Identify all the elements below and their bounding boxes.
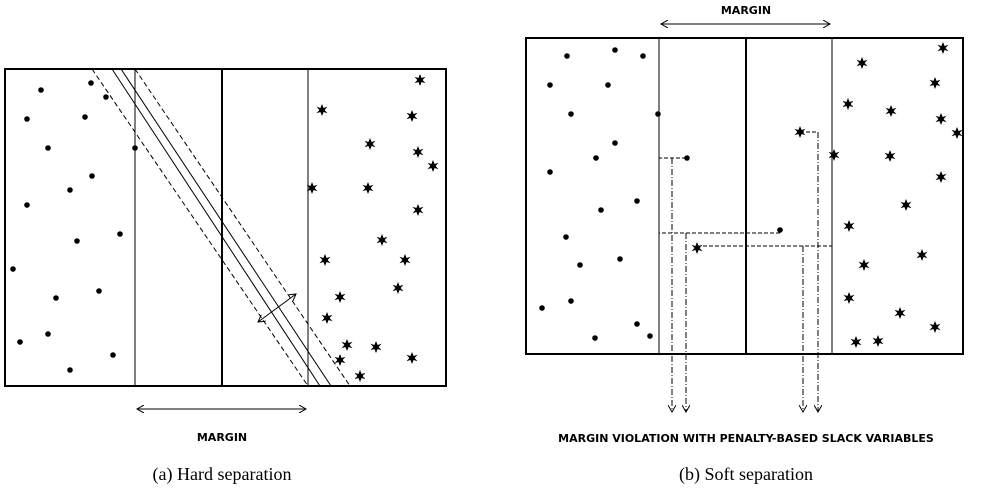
- star: [916, 249, 928, 261]
- star: [842, 98, 854, 110]
- star: [354, 370, 366, 382]
- star: [376, 234, 388, 246]
- margin-label: MARGIN: [197, 431, 247, 444]
- star: [406, 110, 418, 122]
- star: [406, 352, 418, 364]
- star: [856, 57, 868, 69]
- star: [843, 292, 855, 304]
- star: [412, 204, 424, 216]
- dot: [563, 234, 569, 240]
- dashed-line: [134, 68, 351, 387]
- dot: [539, 305, 545, 311]
- dot: [38, 87, 44, 93]
- dot: [132, 145, 138, 151]
- star: [935, 171, 947, 183]
- dot: [617, 256, 623, 262]
- dot: [24, 116, 30, 122]
- dot: [577, 262, 583, 268]
- star: [885, 105, 897, 117]
- star: [929, 321, 941, 333]
- star: [850, 336, 862, 348]
- star: [414, 74, 426, 86]
- dot: [45, 331, 51, 337]
- star: [427, 160, 439, 172]
- dot: [547, 169, 553, 175]
- dot: [82, 114, 88, 120]
- dot: [10, 266, 16, 272]
- panel-b: [525, 24, 964, 412]
- star: [884, 150, 896, 162]
- dot: [612, 47, 618, 53]
- star: [341, 339, 353, 351]
- star: [872, 335, 884, 347]
- dot: [568, 111, 574, 117]
- star: [334, 291, 346, 303]
- caption: (a) Hard separation: [153, 464, 292, 485]
- star: [843, 220, 855, 232]
- solid-line: [111, 68, 321, 387]
- star: [900, 199, 912, 211]
- dot: [684, 155, 690, 161]
- dot: [655, 111, 661, 117]
- dot: [96, 288, 102, 294]
- dot: [17, 339, 23, 345]
- dot: [640, 53, 646, 59]
- solid-line: [120, 68, 332, 387]
- dot: [24, 202, 30, 208]
- dot: [777, 227, 783, 233]
- dot: [74, 238, 80, 244]
- star: [828, 149, 840, 161]
- star: [362, 182, 374, 194]
- margin-label: MARGIN: [721, 4, 771, 17]
- dot: [103, 94, 109, 100]
- star: [364, 138, 376, 150]
- dot: [67, 187, 73, 193]
- dot: [67, 367, 73, 373]
- dot: [45, 145, 51, 151]
- violation-label: MARGIN VIOLATION WITH PENALTY-BASED SLAC…: [558, 432, 934, 445]
- star: [319, 254, 331, 266]
- width-arrow: [258, 294, 296, 322]
- dashed-line: [91, 68, 309, 387]
- dot: [568, 298, 574, 304]
- star: [321, 312, 333, 324]
- frame: [525, 37, 964, 355]
- dot: [89, 173, 95, 179]
- caption: (b) Soft separation: [679, 464, 813, 485]
- dot: [110, 352, 116, 358]
- star: [937, 42, 949, 54]
- dot: [592, 335, 598, 341]
- star: [392, 282, 404, 294]
- star: [951, 127, 963, 139]
- dot: [634, 198, 640, 204]
- star: [894, 307, 906, 319]
- dot: [547, 82, 553, 88]
- star: [370, 341, 382, 353]
- slack-arrows: [672, 132, 818, 412]
- frame: [4, 68, 447, 387]
- dot: [612, 140, 618, 146]
- star: [929, 77, 941, 89]
- dot: [564, 53, 570, 59]
- dot: [605, 82, 611, 88]
- star: [412, 146, 424, 158]
- star: [858, 259, 870, 271]
- dot: [53, 295, 59, 301]
- dot: [593, 155, 599, 161]
- star: [334, 354, 346, 366]
- dot: [88, 80, 94, 86]
- dot: [634, 321, 640, 327]
- star: [399, 254, 411, 266]
- dot: [117, 231, 123, 237]
- dot: [598, 207, 604, 213]
- panel-a: [4, 68, 447, 409]
- star: [316, 104, 328, 116]
- star: [935, 113, 947, 125]
- dot: [647, 333, 653, 339]
- star: [691, 242, 703, 254]
